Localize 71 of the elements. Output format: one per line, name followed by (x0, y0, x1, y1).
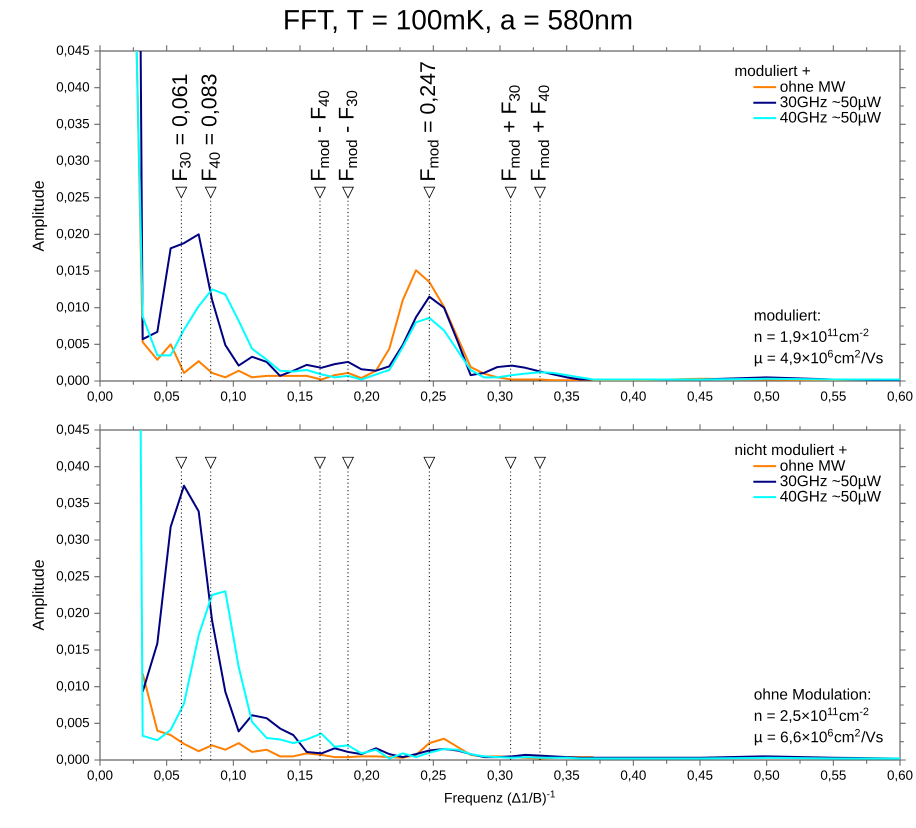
x-tick-label: 0,00 (88, 391, 112, 402)
y-tick-label: 0,040 (56, 461, 90, 472)
ref-line-label: F$_{40}$ = 0,083 (201, 74, 220, 180)
y-axis-title: Amplitude (32, 560, 48, 631)
x-tick-label: 0,00 (88, 770, 112, 782)
x-tick-label: 0,55 (820, 391, 846, 402)
y-tick-label: 0,005 (56, 338, 90, 350)
ref-line-label: F$_{30}$ = 0,061 (172, 74, 191, 180)
y-tick-label: 0,010 (56, 302, 90, 314)
y-tick-label: 0,045 (56, 424, 90, 436)
legend-title: nicht moduliert + (735, 444, 847, 456)
x-tick-label: 0,10 (220, 770, 246, 782)
annotation: µ = 4,9×10$^{6}$cm$^{2}$/Vs (754, 350, 883, 366)
x-tick-label: 0,45 (688, 770, 712, 782)
legend-label: ohne MW (780, 460, 846, 471)
annotation: n = 2,5×10$^{11}$cm$^{-2}$ (754, 708, 868, 723)
x-tick-label: 0,15 (288, 391, 312, 402)
x-tick-label: 0,50 (754, 391, 780, 402)
x-tick-label: 0,50 (754, 770, 780, 782)
y-tick-label: 0,020 (56, 608, 90, 619)
x-tick-label: 0,30 (488, 391, 512, 402)
x-tick-label: 0,15 (288, 770, 312, 782)
x-tick-label: 0,25 (420, 770, 446, 782)
y-tick-label: 0,040 (56, 82, 90, 94)
annotation: n = 1,9×10$^{11}$cm$^{-2}$ (754, 328, 868, 344)
y-tick-label: 0,025 (56, 571, 90, 582)
y-tick-label: 0,025 (56, 192, 90, 204)
chart-title: FFT, T = 100mK, a = 580nm (285, 10, 632, 33)
x-tick-label: 0,40 (620, 770, 646, 782)
y-tick-label: 0,000 (56, 754, 90, 766)
x-tick-label: 0,60 (888, 391, 912, 402)
x-tick-label: 0,40 (620, 391, 646, 402)
x-tick-label: 0,35 (554, 770, 580, 782)
x-axis-title: Frequenz (Δ1/B)$^{-1}$ (445, 790, 555, 806)
annotation: ohne Modulation: (754, 688, 870, 700)
legend-label: ohne MW (780, 80, 846, 92)
x-tick-label: 0,05 (154, 770, 180, 782)
y-tick-label: 0,020 (56, 228, 90, 240)
x-tick-label: 0,10 (220, 391, 246, 402)
x-tick-label: 0,25 (420, 391, 446, 402)
ref-line-label: F$_{mod}$ - F$_{40}$ (310, 90, 330, 180)
ref-line-label: F$_{mod}$ = 0,247 (420, 62, 439, 180)
legend-label: 40GHz ~50µW (780, 490, 881, 505)
x-tick-label: 0,55 (820, 770, 846, 782)
legend-title: moduliert + (735, 64, 810, 76)
x-tick-label: 0,05 (154, 391, 180, 402)
legend-label: 30GHz ~50µW (780, 475, 881, 490)
y-tick-label: 0,045 (56, 45, 90, 57)
x-tick-label: 0,60 (888, 770, 912, 782)
y-tick-label: 0,000 (56, 375, 90, 387)
legend-label: 40GHz ~50µW (780, 112, 881, 126)
ref-line-label: F$_{mod}$ + F$_{30}$ (502, 85, 520, 180)
y-tick-label: 0,015 (56, 644, 90, 656)
y-tick-label: 0,010 (56, 681, 90, 692)
x-tick-label: 0,45 (688, 391, 712, 402)
annotation: µ = 6,6×10$^{6}$cm$^{2}$/Vs (754, 728, 883, 746)
legend-label: 30GHz ~50µW (780, 96, 881, 110)
ref-line-label: F$_{mod}$ + F$_{40}$ (530, 85, 550, 180)
x-tick-label: 0,20 (354, 770, 380, 782)
x-tick-label: 0,20 (354, 391, 380, 402)
annotation: moduliert: (754, 309, 820, 321)
x-tick-label: 0,35 (554, 391, 580, 402)
y-tick-label: 0,015 (56, 265, 90, 277)
y-tick-label: 0,035 (56, 498, 90, 509)
y-tick-label: 0,005 (56, 718, 90, 729)
x-tick-label: 0,30 (488, 770, 512, 782)
y-tick-label: 0,035 (56, 118, 90, 130)
y-tick-label: 0,030 (56, 534, 90, 546)
ref-line-label: F$_{mod}$ - F$_{30}$ (338, 90, 358, 180)
y-axis-title: Amplitude (32, 181, 48, 252)
y-tick-label: 0,030 (56, 155, 90, 167)
